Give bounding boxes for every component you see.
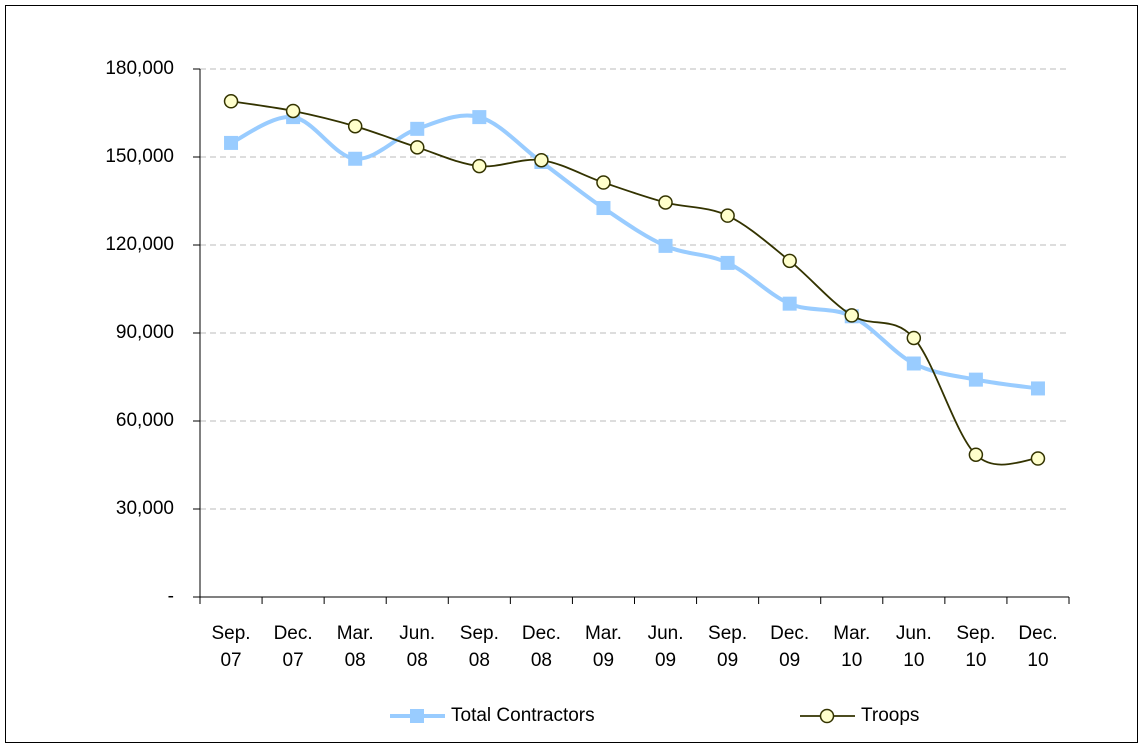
y-tick-label: 120,000: [105, 234, 174, 255]
x-tick-label: Sep. 10: [956, 623, 995, 671]
y-tick-label: 150,000: [105, 146, 174, 167]
x-tick-label: Sep. 09: [708, 623, 747, 671]
legend-label: Total Contractors: [451, 705, 595, 726]
x-tick-label: Jun. 09: [648, 623, 684, 671]
data-point: [472, 110, 487, 125]
data-point: [720, 208, 735, 223]
data-point: [658, 238, 673, 253]
legend-label: Troops: [861, 705, 919, 726]
y-tick-label: 30,000: [116, 498, 174, 519]
x-tick-label: Dec. 10: [1018, 623, 1057, 671]
legend-marker: [410, 709, 424, 723]
data-point: [1030, 451, 1046, 466]
data-point: [720, 255, 735, 270]
data-point: [347, 118, 363, 134]
x-tick-label: Sep. 07: [211, 623, 250, 671]
x-tick-label: Mar. 10: [833, 623, 870, 671]
x-tick-label: Dec. 08: [522, 623, 561, 671]
x-tick-label: Jun. 08: [399, 623, 435, 671]
data-point: [782, 296, 797, 311]
x-tick-label: Dec. 09: [770, 623, 809, 671]
y-tick-label: 180,000: [105, 58, 174, 79]
data-point: [1030, 381, 1045, 396]
data-point: [285, 103, 301, 119]
data-point: [410, 121, 425, 136]
data-point: [348, 151, 363, 166]
data-point: [658, 195, 673, 210]
x-tick-label: Mar. 09: [585, 623, 622, 671]
data-point: [596, 175, 611, 190]
data-point: [224, 135, 239, 150]
x-tick-label: Jun. 10: [896, 623, 932, 671]
data-point: [968, 372, 983, 387]
x-tick-label: Sep. 08: [460, 623, 499, 671]
y-tick-label: -: [168, 586, 174, 607]
x-tick-label: Dec. 07: [274, 623, 313, 671]
data-point: [968, 447, 984, 462]
data-point: [472, 158, 487, 174]
legend-marker: [819, 708, 835, 724]
data-point: [410, 140, 425, 155]
x-tick-label: Mar. 08: [337, 623, 374, 671]
data-point: [782, 253, 797, 269]
y-tick-label: 60,000: [116, 410, 174, 431]
data-point: [534, 152, 549, 168]
data-point: [844, 308, 859, 323]
data-point: [906, 356, 921, 371]
data-point: [223, 94, 239, 109]
y-tick-label: 90,000: [116, 322, 174, 343]
data-point: [596, 201, 611, 216]
data-point: [906, 330, 922, 346]
